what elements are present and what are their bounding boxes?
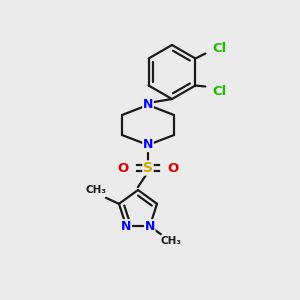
Text: O: O (117, 161, 129, 175)
Text: CH₃: CH₃ (160, 236, 181, 246)
Text: O: O (167, 161, 178, 175)
Text: CH₃: CH₃ (85, 185, 106, 195)
Text: Cl: Cl (212, 42, 226, 55)
Text: N: N (143, 139, 153, 152)
Text: Cl: Cl (212, 85, 226, 98)
Text: S: S (143, 161, 153, 175)
Text: N: N (145, 220, 155, 233)
Text: N: N (121, 220, 131, 233)
Text: N: N (143, 98, 153, 112)
